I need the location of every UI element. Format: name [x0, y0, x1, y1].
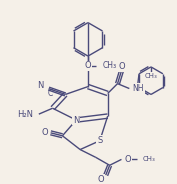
Text: O: O: [85, 61, 91, 70]
Text: O: O: [41, 128, 48, 137]
Text: CH₃: CH₃: [145, 73, 157, 79]
Text: O: O: [124, 155, 131, 164]
Text: O: O: [118, 62, 125, 71]
Text: S: S: [97, 136, 102, 145]
Text: H₂N: H₂N: [17, 110, 33, 119]
Text: N: N: [38, 81, 44, 90]
Text: O: O: [98, 175, 104, 184]
Text: NH: NH: [132, 84, 144, 93]
Text: N: N: [73, 116, 79, 125]
Text: C: C: [48, 89, 53, 98]
Text: CH₃: CH₃: [103, 61, 117, 70]
Text: CH₃: CH₃: [143, 156, 156, 162]
